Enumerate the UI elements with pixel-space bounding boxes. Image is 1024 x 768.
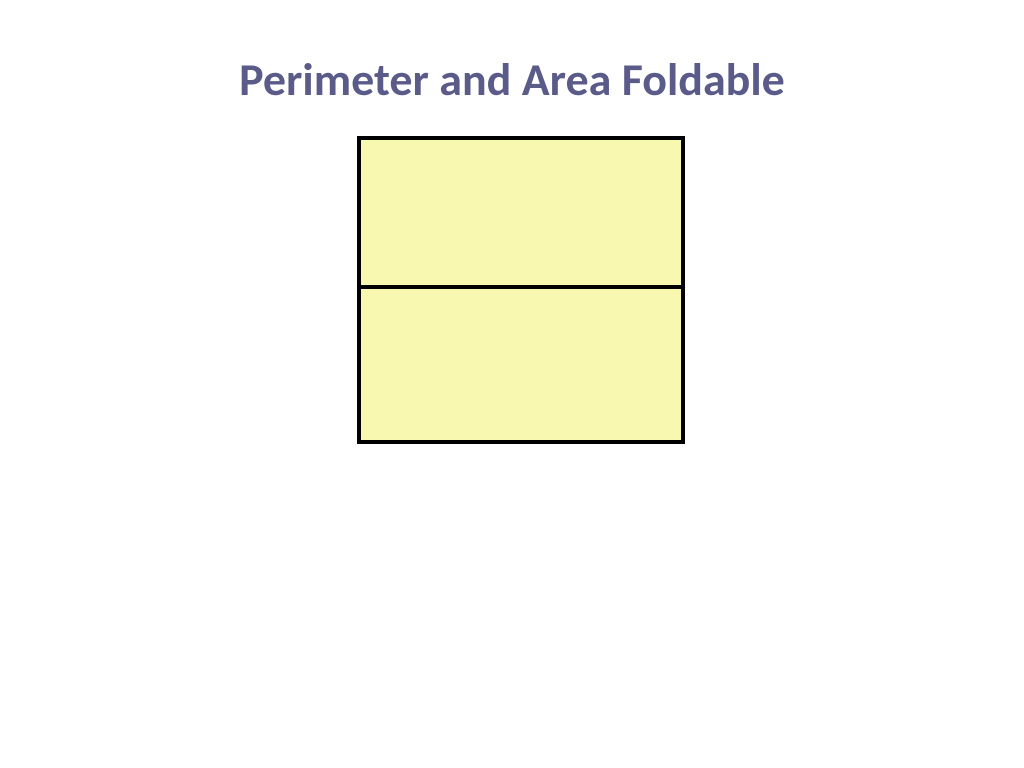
foldable-panel-top [357,136,685,289]
foldable-diagram [357,136,685,448]
foldable-panel-bottom [357,285,685,444]
page-title: Perimeter and Area Foldable [0,52,1024,108]
